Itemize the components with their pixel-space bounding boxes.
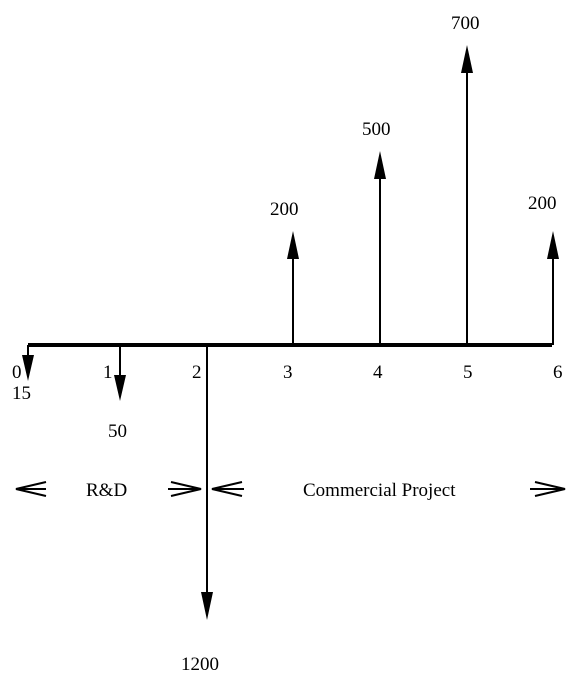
- period-label-4: 4: [373, 362, 383, 383]
- commercial-left-arrowhead: [211, 481, 244, 497]
- cash-flow-arrow-6: [547, 231, 559, 345]
- amount-label-1: 50: [108, 421, 127, 442]
- period-label-2: 2: [192, 362, 202, 383]
- cash-flow-arrow-3: [287, 231, 299, 345]
- commercial-phase-label: Commercial Project: [303, 480, 456, 501]
- rd-phase-label: R&D: [86, 480, 127, 501]
- rd-left-arrowhead: [15, 481, 47, 497]
- period-label-5: 5: [463, 362, 473, 383]
- amount-label-0: 15: [12, 383, 31, 404]
- cash-flow-arrow-5: [461, 45, 473, 345]
- commercial-right-arrowhead: [530, 481, 566, 497]
- amount-label-3: 200: [270, 199, 299, 220]
- cash-flow-arrow-4: [374, 151, 386, 345]
- amount-label-5: 700: [451, 13, 480, 34]
- cash-flow-arrow-1: [114, 345, 126, 401]
- period-label-1: 1: [103, 362, 113, 383]
- cash-flow-arrow-2: [201, 345, 213, 620]
- period-label-3: 3: [283, 362, 293, 383]
- period-label-0: 0: [12, 362, 22, 383]
- amount-label-6: 200: [528, 193, 557, 214]
- amount-label-4: 500: [362, 119, 391, 140]
- amount-label-2: 1200: [181, 654, 219, 675]
- rd-right-arrowhead: [168, 481, 202, 497]
- cash-flow-arrow-0: [22, 345, 34, 381]
- period-label-6: 6: [553, 362, 563, 383]
